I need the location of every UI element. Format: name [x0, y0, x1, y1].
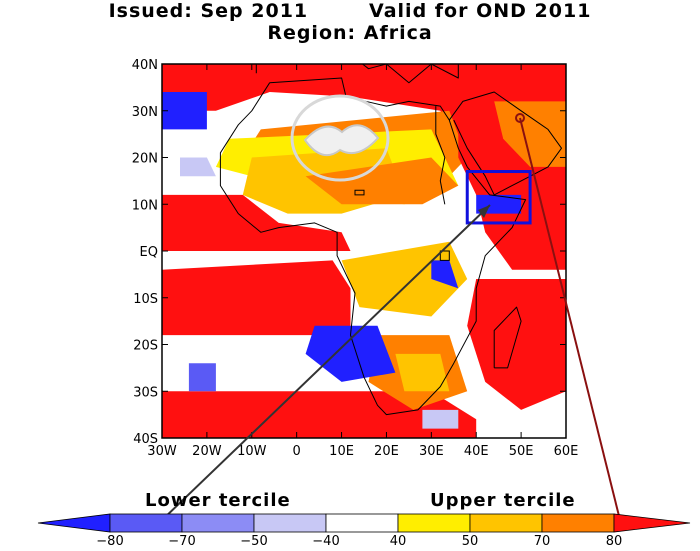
legend-tick-label: 40 — [390, 534, 407, 549]
coastline-europe — [255, 64, 459, 84]
legend-bin — [469, 513, 543, 533]
title-issued-valid: Issued: Sep 2011 Valid for OND 2011 — [108, 0, 592, 22]
coastline-africa — [219, 77, 527, 416]
probability-regions — [162, 64, 566, 438]
region-east-africa-blue — [431, 260, 459, 289]
region-south-africa-gold — [395, 353, 450, 392]
legend-bin — [325, 513, 399, 533]
legend-upper-label: Upper tercile — [430, 490, 576, 511]
coastline-madagascar — [493, 306, 522, 369]
legend-tick-label: −80 — [96, 534, 123, 549]
latitude-labels: 40N 30N 20N 10N EQ 10S 20S 30S 40S — [132, 58, 158, 447]
watermark-ring — [290, 94, 390, 182]
region-lightblue-south — [422, 409, 459, 429]
title-region: Region: Africa — [267, 22, 433, 44]
river-nile — [435, 106, 446, 205]
lat-tick-label: 20S — [133, 339, 158, 354]
legend-bin — [397, 513, 471, 533]
lat-tick-label: 10N — [132, 198, 158, 213]
lat-tick-label: 40N — [132, 58, 158, 73]
lat-tick-label: 30N — [132, 105, 158, 120]
region-indian-ocean-red — [467, 279, 566, 410]
legend-lower-label: Lower tercile — [145, 490, 291, 511]
legend-tick-label: 70 — [534, 534, 551, 549]
legend-arrow-left — [37, 513, 111, 533]
lon-tick-label: 30E — [419, 444, 444, 459]
logo-watermark — [290, 94, 390, 182]
legend-tick-label: −70 — [168, 534, 195, 549]
pointer-line-upper — [519, 117, 621, 521]
color-legend: Lower tercile Upper tercile −80 −70 −50 −40… — [37, 490, 691, 549]
region-lightblue-west — [180, 157, 216, 177]
lon-tick-label: 30W — [147, 444, 177, 459]
pointer-dot-upper — [515, 113, 525, 123]
lat-tick-label: EQ — [140, 245, 158, 260]
legend-arrow-right — [613, 513, 691, 533]
legend-bin — [181, 513, 255, 533]
lat-tick-label: 20N — [132, 152, 158, 167]
handshake-icon — [303, 124, 380, 157]
lat-tick-label: 30S — [133, 385, 158, 400]
lon-tick-label: 10W — [237, 444, 267, 459]
lon-tick-label: 0 — [293, 444, 301, 459]
lon-tick-label: 10E — [329, 444, 354, 459]
legend-tick-label: 80 — [606, 534, 623, 549]
legend-bin — [541, 513, 615, 533]
lon-tick-label: 40E — [464, 444, 489, 459]
region-atlantic-red-band-south — [162, 260, 351, 336]
axis-ticks — [161, 63, 567, 439]
pointer-arrowhead-lower — [478, 205, 490, 218]
region-south-africa-red — [162, 391, 477, 438]
legend-tick-label: −50 — [240, 534, 267, 549]
map-plot-area: 40N 30N 20N 10N EQ 10S 20S 30S 40S 30W 20W 10W 0 10E… — [132, 58, 579, 459]
legend-tick-labels: −80 −70 −50 −40 40 50 70 80 — [96, 534, 622, 549]
lake-victoria — [439, 250, 450, 261]
region-arabia-orange — [494, 101, 566, 167]
legend-tick-label: 50 — [462, 534, 479, 549]
region-angola-blue — [305, 325, 396, 382]
region-midblue-atlantic — [188, 363, 216, 392]
region-atlantic-red-band — [162, 194, 351, 251]
lon-tick-label: 60E — [554, 444, 579, 459]
legend-tick-label: −40 — [312, 534, 339, 549]
legend-bin — [109, 513, 183, 533]
legend-bin — [253, 513, 327, 533]
lon-tick-label: 20E — [374, 444, 399, 459]
lon-tick-label: 20W — [192, 444, 222, 459]
lake-chad — [354, 189, 365, 196]
region-morocco-blue — [162, 92, 207, 130]
longitude-labels: 30W 20W 10W 0 10E 20E 30E 40E 50E 60E — [147, 444, 578, 459]
pointer-lines — [159, 113, 621, 523]
lon-tick-label: 50E — [509, 444, 534, 459]
highlight-box — [465, 170, 532, 225]
lat-tick-label: 10S — [133, 292, 158, 307]
lat-tick-label: 40S — [133, 432, 158, 447]
region-sahel-orange — [305, 157, 459, 205]
pointer-line-lower — [159, 204, 491, 523]
legend-bins — [37, 513, 691, 533]
